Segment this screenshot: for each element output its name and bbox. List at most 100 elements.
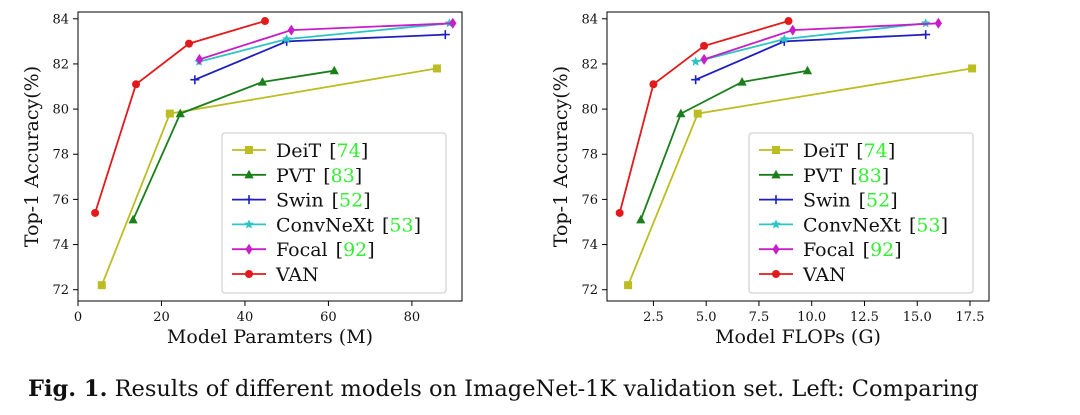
data-point xyxy=(97,281,106,290)
legend-marker xyxy=(771,169,781,179)
x-axis-label: Model FLOPs (G) xyxy=(715,326,881,348)
legend-entry-pvt: PVT [83] xyxy=(759,165,889,187)
caption-text: Results of different models on ImageNet-… xyxy=(114,376,979,402)
series-swin xyxy=(190,30,450,85)
legend-ref: 83 xyxy=(858,165,882,187)
y-tick-label: 74 xyxy=(581,238,598,253)
x-axis-label: Model Paramters (M) xyxy=(167,326,373,348)
y-tick-label: 78 xyxy=(581,148,598,163)
legend-ref: 74 xyxy=(337,140,361,162)
legend-ref: 52 xyxy=(866,190,890,212)
x-tick-label: 60 xyxy=(320,310,337,325)
axes-frame xyxy=(606,11,990,302)
series-line xyxy=(703,22,939,61)
legend-ref-open: [ xyxy=(859,190,866,212)
y-tick-label: 72 xyxy=(581,283,598,298)
legend-entry-deit: DeiT [74] xyxy=(759,140,895,162)
legend-entry-deit: DeiT [74] xyxy=(232,140,368,162)
data-point xyxy=(624,281,633,290)
data-point xyxy=(329,65,339,75)
legend-ref: 92 xyxy=(343,239,367,261)
series-swin xyxy=(691,30,931,85)
data-point xyxy=(281,34,292,44)
y-tick-label: 82 xyxy=(52,57,69,72)
legend-label: PVT [83] xyxy=(803,165,889,187)
series-deit xyxy=(624,64,977,290)
series-focal xyxy=(700,17,942,65)
data-point xyxy=(257,76,268,86)
legend-ref: 53 xyxy=(389,214,413,236)
legend-marker xyxy=(244,169,254,179)
x-tick-label: 2.5 xyxy=(643,310,664,325)
data-point xyxy=(921,30,931,40)
legend-ref-open: [ xyxy=(332,190,339,212)
legend-marker xyxy=(245,270,253,278)
data-point xyxy=(91,208,100,217)
data-point xyxy=(175,108,185,118)
y-axis-label: Top-1 Accuracy(%) xyxy=(550,66,572,247)
legend: DeiT [74]PVT [83]Swin [52]ConvNeXt [53]Focal… xyxy=(221,132,447,294)
legend-ref: 52 xyxy=(339,190,363,212)
y-tick-label: 82 xyxy=(581,57,598,72)
series-pvt xyxy=(128,65,339,224)
legend-ref-close: ] xyxy=(367,239,374,261)
y-tick-label: 76 xyxy=(581,193,598,208)
series-line xyxy=(132,69,335,221)
series-deit xyxy=(97,64,441,290)
data-point xyxy=(449,17,457,29)
legend-label: Focal [92] xyxy=(803,239,902,261)
legend-marker xyxy=(772,270,780,278)
data-point xyxy=(920,18,931,28)
x-tick-label: 7.5 xyxy=(749,310,770,325)
caption-label: Fig. 1. xyxy=(28,376,108,402)
legend-name: Swin xyxy=(276,190,324,212)
legend-label: DeiT [74] xyxy=(803,140,895,162)
legend-marker xyxy=(772,243,780,255)
data-point xyxy=(165,109,174,118)
legend-marker xyxy=(244,195,254,205)
legend-ref-open: [ xyxy=(863,239,870,261)
legend-marker xyxy=(771,219,781,229)
series-van xyxy=(615,17,793,217)
legend: DeiT [74]PVT [83]Swin [52]ConvNeXt [53]Focal… xyxy=(748,132,974,294)
legend-name: ConvNeXt xyxy=(803,214,901,236)
legend-entry-focal: Focal [92] xyxy=(232,239,375,261)
legend-label: Swin [52] xyxy=(276,190,371,212)
data-point xyxy=(190,75,200,85)
legend-ref-close: ] xyxy=(363,190,370,212)
legend-ref-open: [ xyxy=(856,140,863,162)
legend-name: PVT xyxy=(803,165,843,187)
legend-marker xyxy=(772,146,780,154)
legend-marker xyxy=(245,146,253,154)
data-point xyxy=(934,17,942,29)
data-point xyxy=(649,80,658,89)
legend-name: Focal xyxy=(803,239,855,261)
data-point xyxy=(802,65,813,75)
y-tick-label: 76 xyxy=(52,193,69,208)
legend-name: DeiT xyxy=(276,140,322,162)
data-point xyxy=(132,80,141,89)
x-tick-label: 0 xyxy=(74,310,82,325)
data-point xyxy=(440,30,450,40)
x-tick-label: 17.5 xyxy=(956,310,985,325)
legend-marker xyxy=(771,195,781,205)
x-tick-label: 10.0 xyxy=(797,310,826,325)
data-point xyxy=(779,34,790,44)
legend-entry-convnext: ConvNeXt [53] xyxy=(232,214,421,236)
legend-ref-open: [ xyxy=(336,239,343,261)
legend-name: VAN xyxy=(275,264,319,286)
figure-caption: Fig. 1. Results of different models on I… xyxy=(28,376,1080,402)
series-convnext xyxy=(690,18,931,66)
x-tick-label: 12.5 xyxy=(850,310,879,325)
data-point xyxy=(195,53,204,65)
series-van xyxy=(91,17,269,217)
legend-ref-close: ] xyxy=(888,140,895,162)
x-tick-label: 15.0 xyxy=(903,310,932,325)
x-tick-label: 80 xyxy=(404,310,421,325)
legend-ref-close: ] xyxy=(355,165,362,187)
legend-entry-swin: Swin [52] xyxy=(232,190,371,212)
legend-box xyxy=(221,132,447,294)
legend-ref-open: [ xyxy=(850,165,857,187)
legend-ref-open: [ xyxy=(382,214,389,236)
legend-marker xyxy=(245,243,253,255)
